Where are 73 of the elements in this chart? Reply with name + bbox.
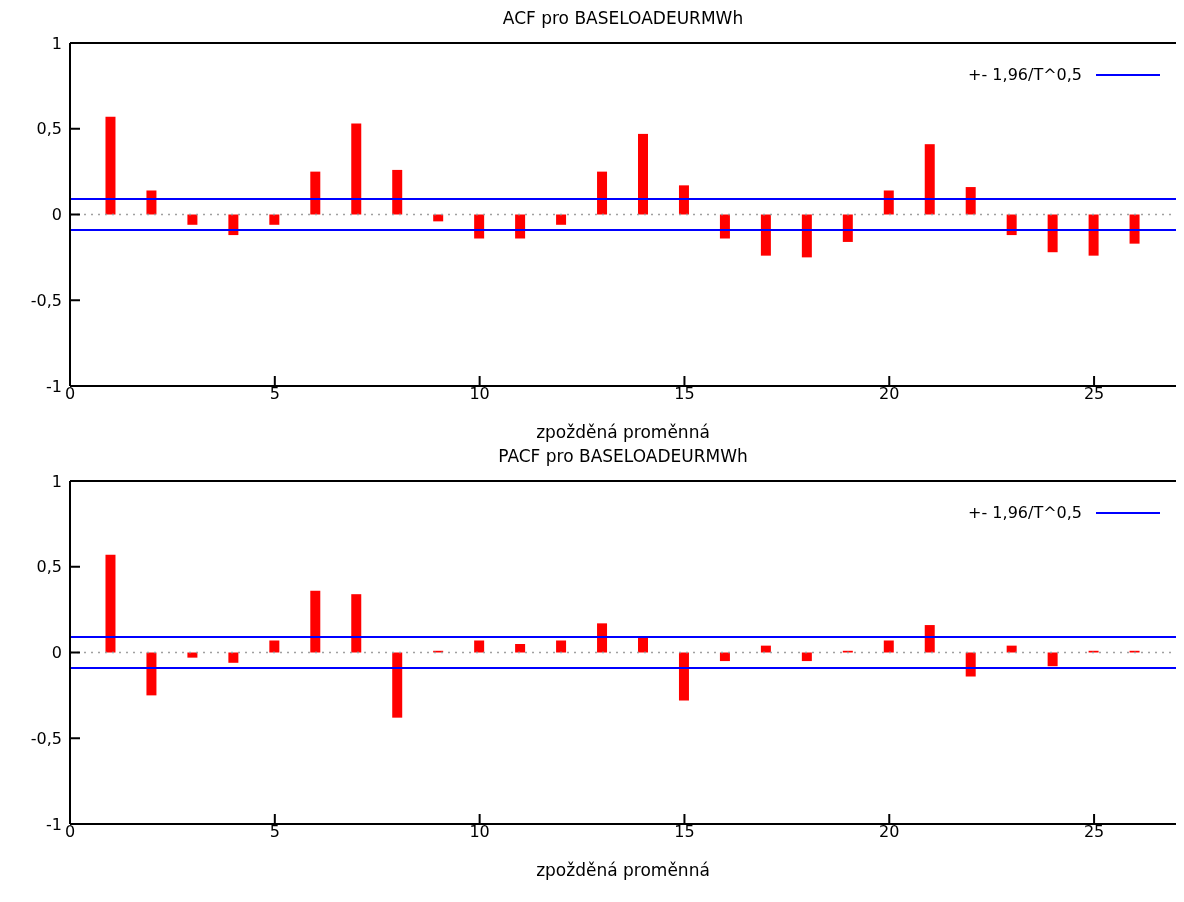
y-tick-label: -1 [46, 376, 62, 396]
legend-label: +- 1,96/T^0,5 [968, 503, 1082, 522]
y-tick-label: 0 [51, 643, 62, 663]
bar [597, 171, 608, 215]
legend-label: +- 1,96/T^0,5 [968, 65, 1082, 84]
bar [638, 133, 648, 215]
chart-title: ACF pro BASELOADEURMWh [501, 8, 745, 30]
bar [924, 625, 935, 653]
x-tick-label: 5 [269, 822, 280, 842]
y-tick-label: -0,5 [30, 728, 62, 748]
x-tick-label: 0 [64, 822, 76, 842]
bar [474, 640, 485, 653]
bar [597, 623, 608, 653]
bar [760, 645, 771, 653]
bar [678, 652, 689, 701]
bar [1047, 214, 1058, 253]
bar [1047, 652, 1058, 667]
x-tick-label: 15 [674, 822, 695, 842]
bar [801, 652, 812, 662]
bar [760, 214, 771, 256]
bar [719, 652, 730, 662]
bar [1006, 645, 1017, 653]
bar [187, 214, 198, 225]
bar [883, 190, 894, 215]
bar [392, 169, 403, 215]
bar [883, 640, 894, 653]
bar [146, 190, 157, 215]
bar [515, 643, 526, 653]
bar [269, 214, 280, 225]
bar [515, 214, 526, 239]
bar [965, 187, 976, 215]
bar [310, 590, 321, 653]
y-tick-label: -1 [46, 814, 62, 834]
x-tick-label: 15 [674, 384, 695, 404]
x-axis-title: zpožděná proměnná [536, 860, 710, 880]
bar [924, 144, 935, 215]
x-tick-label: 10 [469, 822, 490, 842]
y-tick-label: 0,5 [36, 119, 62, 139]
y-tick-label: 0 [51, 205, 62, 225]
bar [351, 594, 362, 653]
x-tick-label: 20 [879, 822, 900, 842]
bar [1129, 214, 1140, 244]
bar [392, 652, 403, 718]
x-tick-label: 5 [269, 384, 280, 404]
chart-title: PACF pro BASELOADEURMWh [497, 446, 749, 468]
y-tick-label: -0,5 [30, 290, 62, 310]
bar [269, 640, 280, 653]
x-tick-label: 0 [64, 384, 76, 404]
bar [187, 652, 198, 658]
bar [719, 214, 730, 239]
bar [228, 652, 239, 663]
bar [556, 214, 567, 225]
bar [351, 123, 362, 215]
bar [678, 185, 689, 215]
bar [801, 214, 812, 258]
bar [638, 637, 648, 653]
y-tick-label: 1 [51, 33, 62, 53]
x-tick-label: 25 [1083, 822, 1105, 842]
bar [1088, 214, 1099, 256]
x-tick-label: 10 [469, 384, 490, 404]
x-tick-label: 25 [1083, 384, 1105, 404]
bar [146, 652, 157, 696]
bar [474, 214, 485, 239]
bar [105, 554, 116, 653]
x-axis-title: zpožděná proměnná [536, 422, 710, 442]
bar [105, 116, 116, 215]
y-tick-label: 1 [51, 471, 62, 491]
y-tick-label: 0,5 [36, 557, 62, 577]
bar [310, 171, 321, 215]
x-tick-label: 20 [879, 384, 900, 404]
bar [556, 640, 567, 653]
bar [965, 652, 976, 677]
bar [842, 214, 853, 242]
